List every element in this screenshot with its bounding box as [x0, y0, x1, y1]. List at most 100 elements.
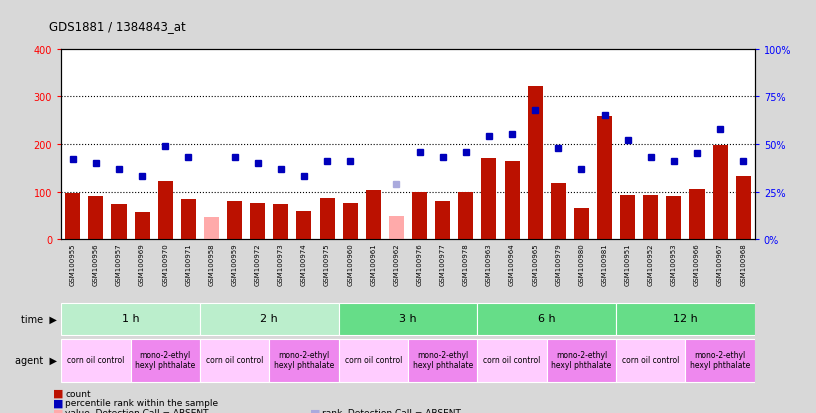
Text: corn oil control: corn oil control: [344, 355, 402, 364]
Text: GDS1881 / 1384843_at: GDS1881 / 1384843_at: [49, 20, 186, 33]
Text: GSM100962: GSM100962: [393, 243, 400, 285]
Bar: [481, 159, 496, 240]
Text: GSM100973: GSM100973: [277, 243, 284, 285]
Text: ■: ■: [53, 407, 64, 413]
Text: ■: ■: [53, 388, 64, 398]
Bar: [343, 204, 357, 240]
Bar: [408, 339, 477, 382]
Text: GSM100979: GSM100979: [555, 243, 561, 285]
Text: GSM100965: GSM100965: [532, 243, 539, 285]
Text: GSM100951: GSM100951: [624, 243, 631, 285]
Bar: [131, 339, 200, 382]
Text: percentile rank within the sample: percentile rank within the sample: [65, 398, 219, 407]
Text: GSM100978: GSM100978: [463, 243, 469, 285]
Text: agent  ▶: agent ▶: [16, 355, 57, 366]
Text: GSM100976: GSM100976: [416, 243, 423, 285]
Text: corn oil control: corn oil control: [483, 355, 541, 364]
Bar: [736, 177, 751, 240]
Text: GSM100955: GSM100955: [69, 243, 76, 285]
Text: GSM100956: GSM100956: [93, 243, 99, 285]
Bar: [412, 192, 427, 240]
Text: GSM100968: GSM100968: [740, 243, 747, 285]
Text: mono-2-ethyl
hexyl phthalate: mono-2-ethyl hexyl phthalate: [413, 350, 472, 369]
Text: GSM100972: GSM100972: [255, 243, 261, 285]
Bar: [135, 212, 149, 240]
Bar: [504, 161, 520, 240]
Text: GSM100960: GSM100960: [347, 243, 353, 285]
Bar: [685, 339, 755, 382]
Bar: [61, 303, 200, 335]
Bar: [597, 116, 612, 240]
Bar: [112, 205, 126, 240]
Text: mono-2-ethyl
hexyl phthalate: mono-2-ethyl hexyl phthalate: [274, 350, 334, 369]
Text: GSM100953: GSM100953: [671, 243, 677, 285]
Bar: [620, 196, 635, 240]
Text: 6 h: 6 h: [538, 313, 556, 323]
Text: GSM100975: GSM100975: [324, 243, 330, 285]
Text: GSM100966: GSM100966: [694, 243, 700, 285]
Text: 3 h: 3 h: [399, 313, 417, 323]
Text: GSM100967: GSM100967: [717, 243, 723, 285]
Bar: [643, 195, 659, 240]
Text: time  ▶: time ▶: [21, 314, 57, 324]
Text: ■: ■: [310, 407, 321, 413]
Bar: [616, 339, 685, 382]
Text: 2 h: 2 h: [260, 313, 278, 323]
Text: ■: ■: [53, 398, 64, 408]
Bar: [157, 181, 173, 240]
Bar: [616, 303, 755, 335]
Bar: [459, 192, 473, 240]
Text: corn oil control: corn oil control: [206, 355, 264, 364]
Bar: [712, 145, 728, 240]
Text: GSM100964: GSM100964: [509, 243, 515, 285]
Bar: [204, 217, 219, 240]
Bar: [574, 209, 589, 240]
Text: value, Detection Call = ABSENT: value, Detection Call = ABSENT: [65, 408, 209, 413]
Text: count: count: [65, 389, 91, 398]
Bar: [667, 197, 681, 240]
Text: GSM100971: GSM100971: [185, 243, 192, 285]
Bar: [477, 339, 547, 382]
Text: GSM100959: GSM100959: [232, 243, 237, 285]
Bar: [273, 205, 288, 240]
Bar: [88, 197, 104, 240]
Text: 12 h: 12 h: [673, 313, 698, 323]
Bar: [200, 339, 269, 382]
Bar: [551, 183, 565, 240]
Bar: [61, 339, 131, 382]
Bar: [227, 202, 242, 240]
Text: GSM100963: GSM100963: [486, 243, 492, 285]
Bar: [690, 190, 704, 240]
Bar: [435, 202, 450, 240]
Bar: [251, 204, 265, 240]
Text: GSM100969: GSM100969: [139, 243, 145, 285]
Bar: [389, 217, 404, 240]
Bar: [320, 198, 335, 240]
Text: GSM100958: GSM100958: [208, 243, 215, 285]
Bar: [339, 303, 477, 335]
Bar: [296, 211, 312, 240]
Text: corn oil control: corn oil control: [67, 355, 125, 364]
Text: mono-2-ethyl
hexyl phthalate: mono-2-ethyl hexyl phthalate: [552, 350, 611, 369]
Bar: [181, 199, 196, 240]
Text: mono-2-ethyl
hexyl phthalate: mono-2-ethyl hexyl phthalate: [135, 350, 195, 369]
Bar: [528, 87, 543, 240]
Text: corn oil control: corn oil control: [622, 355, 680, 364]
Text: GSM100974: GSM100974: [301, 243, 307, 285]
Bar: [547, 339, 616, 382]
Text: mono-2-ethyl
hexyl phthalate: mono-2-ethyl hexyl phthalate: [690, 350, 750, 369]
Text: GSM100980: GSM100980: [579, 243, 584, 285]
Text: GSM100961: GSM100961: [370, 243, 376, 285]
Text: 1 h: 1 h: [122, 313, 140, 323]
Text: GSM100957: GSM100957: [116, 243, 122, 285]
Text: GSM100970: GSM100970: [162, 243, 168, 285]
Bar: [477, 303, 616, 335]
Text: GSM100981: GSM100981: [601, 243, 608, 285]
Bar: [366, 190, 381, 240]
Bar: [200, 303, 339, 335]
Text: GSM100977: GSM100977: [440, 243, 446, 285]
Bar: [269, 339, 339, 382]
Text: GSM100952: GSM100952: [648, 243, 654, 285]
Bar: [65, 193, 80, 240]
Text: rank, Detection Call = ABSENT: rank, Detection Call = ABSENT: [322, 408, 461, 413]
